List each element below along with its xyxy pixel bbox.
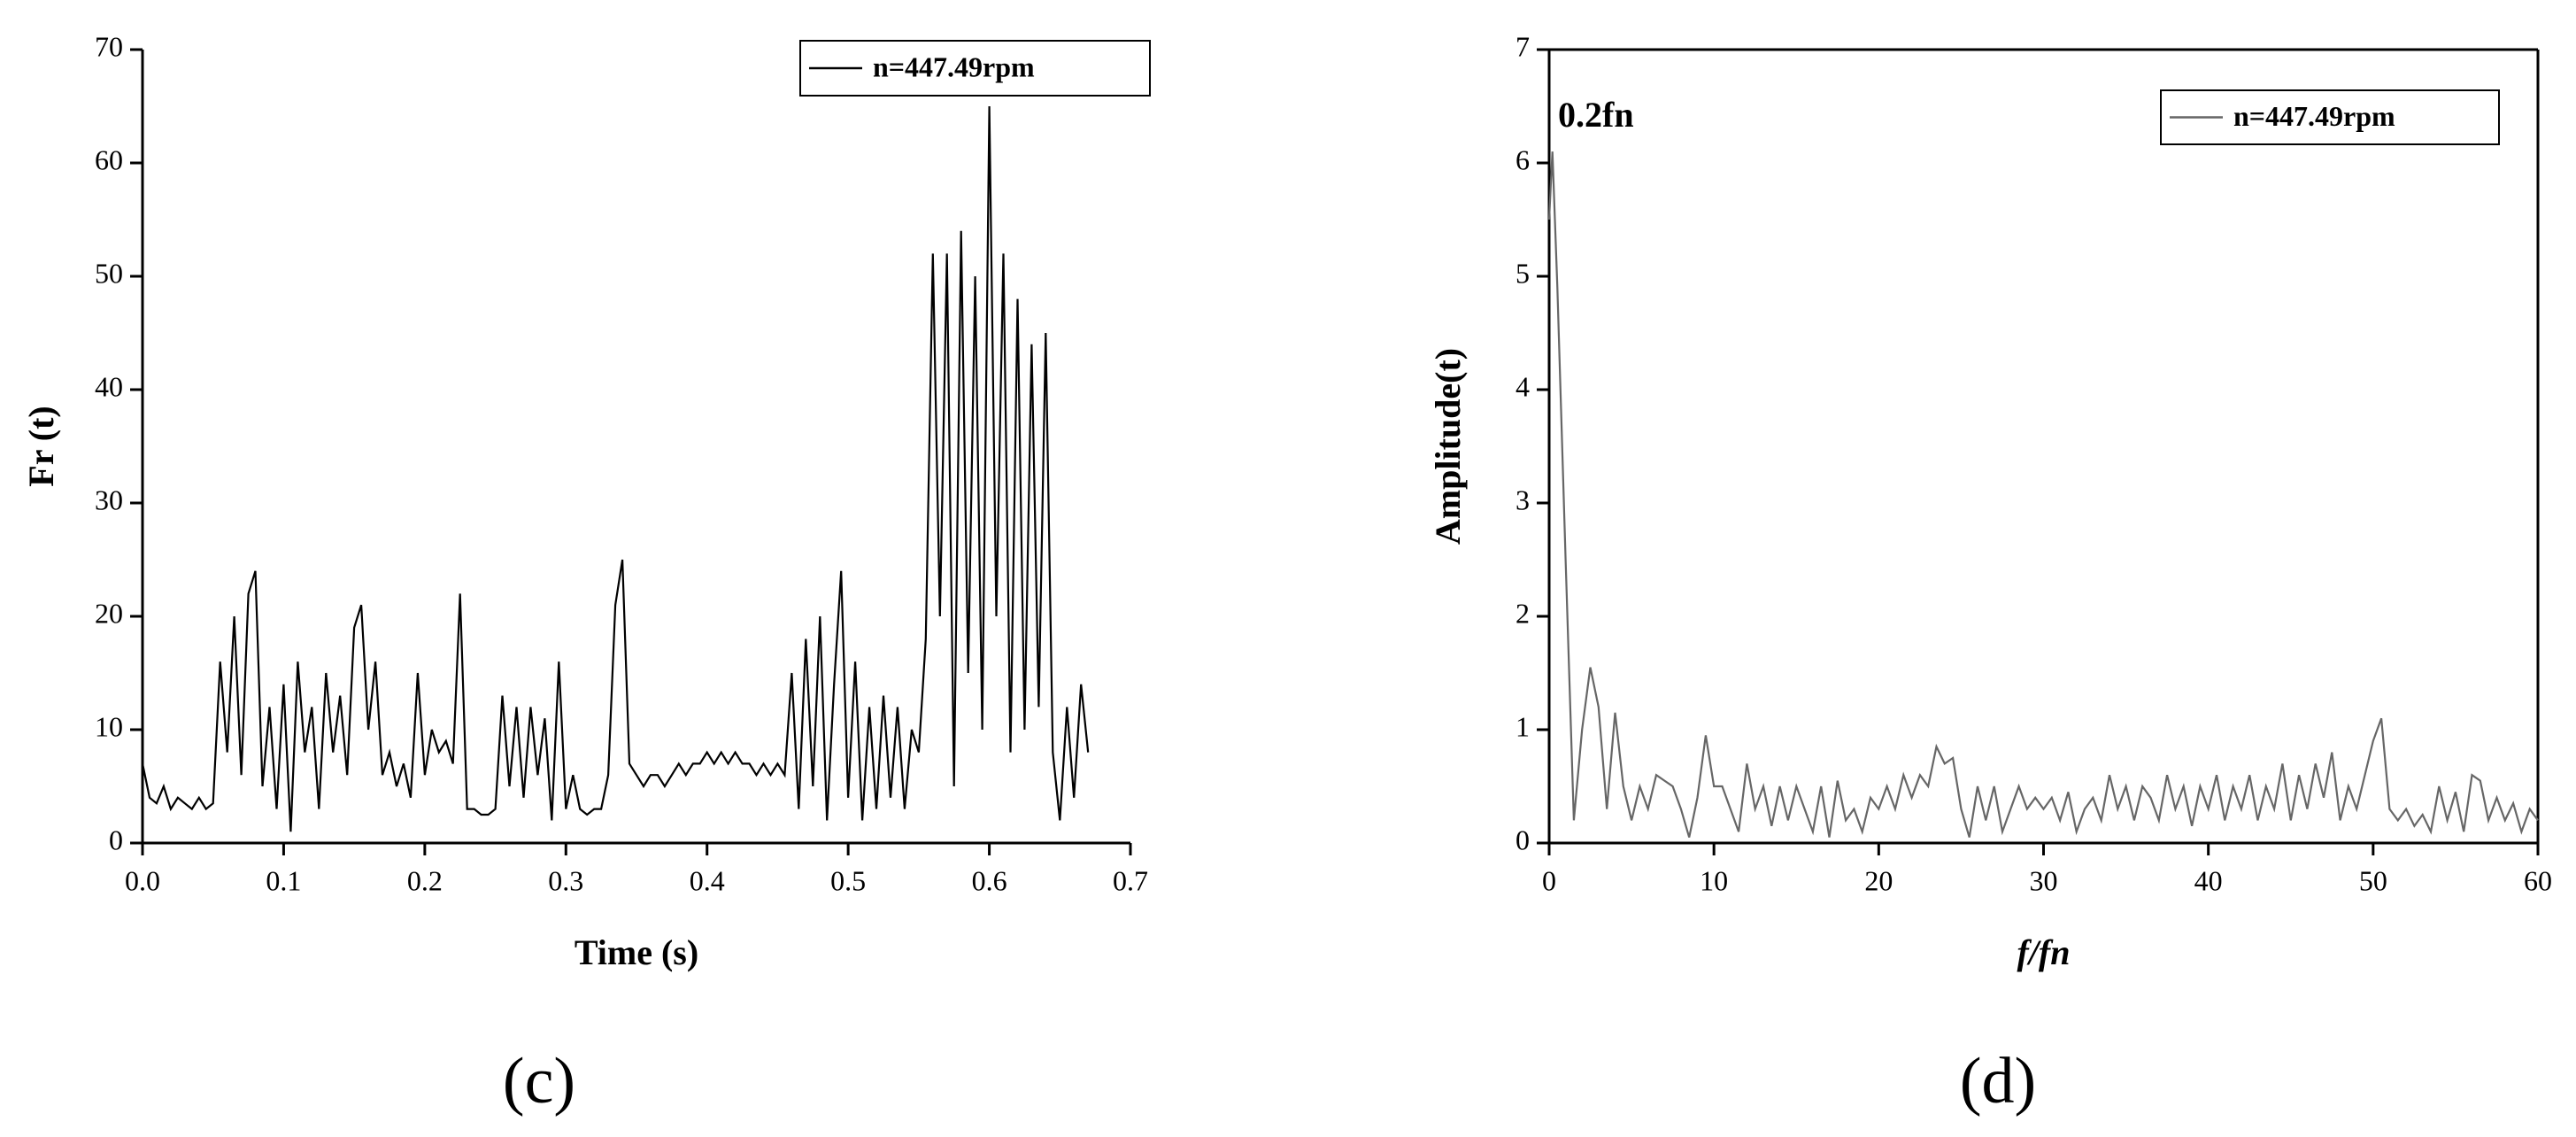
panel-label: (c) xyxy=(503,1045,575,1118)
y-tick-label: 0 xyxy=(109,824,123,855)
y-tick-label: 50 xyxy=(95,257,123,289)
x-tick-label: 50 xyxy=(2359,864,2387,896)
y-axis-label: Amplitude(t) xyxy=(1428,348,1468,545)
data-line xyxy=(141,105,1090,832)
y-tick-label: 60 xyxy=(95,143,123,175)
y-tick-label: 40 xyxy=(95,370,123,402)
y-tick-label: 6 xyxy=(1516,143,1530,175)
legend-box xyxy=(799,40,1151,97)
y-tick-label: 20 xyxy=(95,597,123,629)
y-tick-label: 7 xyxy=(1516,30,1530,62)
x-tick-label: 0.7 xyxy=(1113,864,1148,896)
x-tick-label: 40 xyxy=(2194,864,2223,896)
y-tick-label: 5 xyxy=(1516,257,1530,289)
x-tick-label: 0.5 xyxy=(830,864,866,896)
x-tick-label: 0.6 xyxy=(972,864,1007,896)
x-axis-label: f/fn xyxy=(2017,932,2071,972)
annotation: 0.2fn xyxy=(1558,95,1634,135)
x-tick-label: 10 xyxy=(1700,864,1728,896)
y-tick-label: 1 xyxy=(1516,710,1530,742)
y-axis-label: Fr (t) xyxy=(21,406,61,486)
data-line xyxy=(1547,151,2539,838)
y-tick-label: 70 xyxy=(95,30,123,62)
y-tick-label: 4 xyxy=(1516,370,1530,402)
y-tick-label: 2 xyxy=(1516,597,1530,629)
legend-label: n=447.49rpm xyxy=(2233,100,2395,132)
x-tick-label: 0.3 xyxy=(548,864,583,896)
panel-label: (d) xyxy=(1960,1045,2036,1118)
legend-label: n=447.49rpm xyxy=(873,50,1035,82)
x-tick-label: 0.1 xyxy=(266,864,301,896)
y-tick-label: 10 xyxy=(95,710,123,742)
x-tick-label: 0.2 xyxy=(407,864,443,896)
x-tick-label: 0.4 xyxy=(690,864,725,896)
x-tick-label: 0 xyxy=(1542,864,1556,896)
x-tick-label: 0.0 xyxy=(125,864,160,896)
y-tick-label: 3 xyxy=(1516,483,1530,515)
y-tick-label: 0 xyxy=(1516,824,1530,855)
x-tick-label: 60 xyxy=(2524,864,2552,896)
y-tick-label: 30 xyxy=(95,483,123,515)
x-tick-label: 20 xyxy=(1864,864,1893,896)
x-axis-label: Time (s) xyxy=(575,932,698,972)
x-tick-label: 30 xyxy=(2030,864,2058,896)
